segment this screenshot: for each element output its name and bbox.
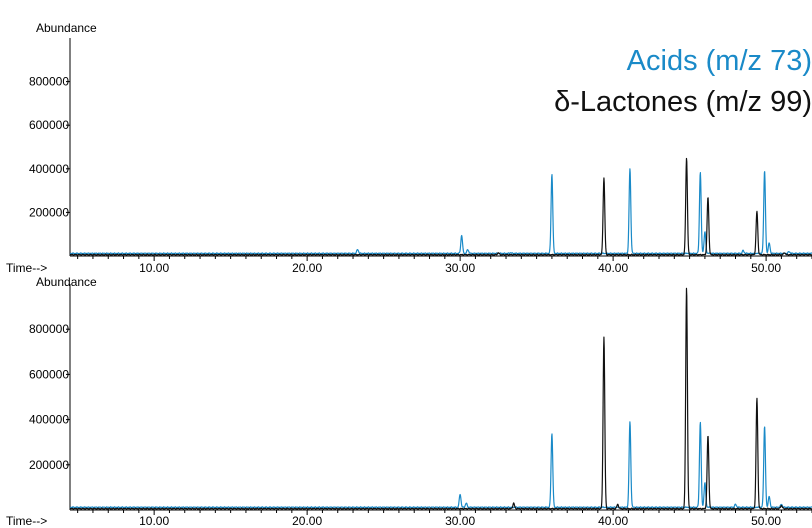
x-tick-label: 30.00	[445, 514, 475, 528]
y-tick-label: 400000	[29, 162, 69, 176]
y-tick-label: 800000	[29, 75, 69, 89]
x-axis-label: Time-->	[6, 514, 47, 528]
y-tick-label: 800000	[29, 322, 69, 336]
x-tick-label: 20.00	[292, 514, 322, 528]
x-tick-label: 50.00	[751, 514, 781, 528]
x-tick-label: 10.00	[139, 261, 169, 275]
y-tick-label: 400000	[29, 413, 69, 427]
x-tick-label: 40.00	[598, 514, 628, 528]
x-tick-label: 20.00	[292, 261, 322, 275]
x-tick-label: 10.00	[139, 514, 169, 528]
y-axis-label: Abundance	[36, 275, 97, 289]
y-tick-label: 600000	[29, 367, 69, 381]
bottom-chromatogram-panel: Abundance 200000 400000 600000 800000 Time-->…	[6, 275, 812, 528]
y-axis-label: Abundance	[36, 21, 97, 35]
top-chromatogram-panel: Abundance 200000 400000 600000 800000 Time-->…	[6, 21, 812, 275]
y-tick-label: 200000	[29, 205, 69, 219]
legend-acids: Acids (m/z 73)	[627, 45, 812, 77]
acids-trace	[69, 168, 812, 255]
legend-lactones: δ-Lactones (m/z 99)	[554, 86, 812, 118]
x-tick-label: 30.00	[445, 261, 475, 275]
x-tick-label: 50.00	[751, 261, 781, 275]
legend: Acids (m/z 73) δ-Lactones (m/z 99)	[554, 45, 812, 118]
lactones-trace	[69, 287, 812, 510]
x-axis-label: Time-->	[6, 261, 47, 275]
lactones-trace	[69, 157, 812, 256]
acids-trace	[69, 421, 812, 509]
y-tick-label: 600000	[29, 118, 69, 132]
y-tick-label: 200000	[29, 458, 69, 472]
x-tick-label: 40.00	[598, 261, 628, 275]
